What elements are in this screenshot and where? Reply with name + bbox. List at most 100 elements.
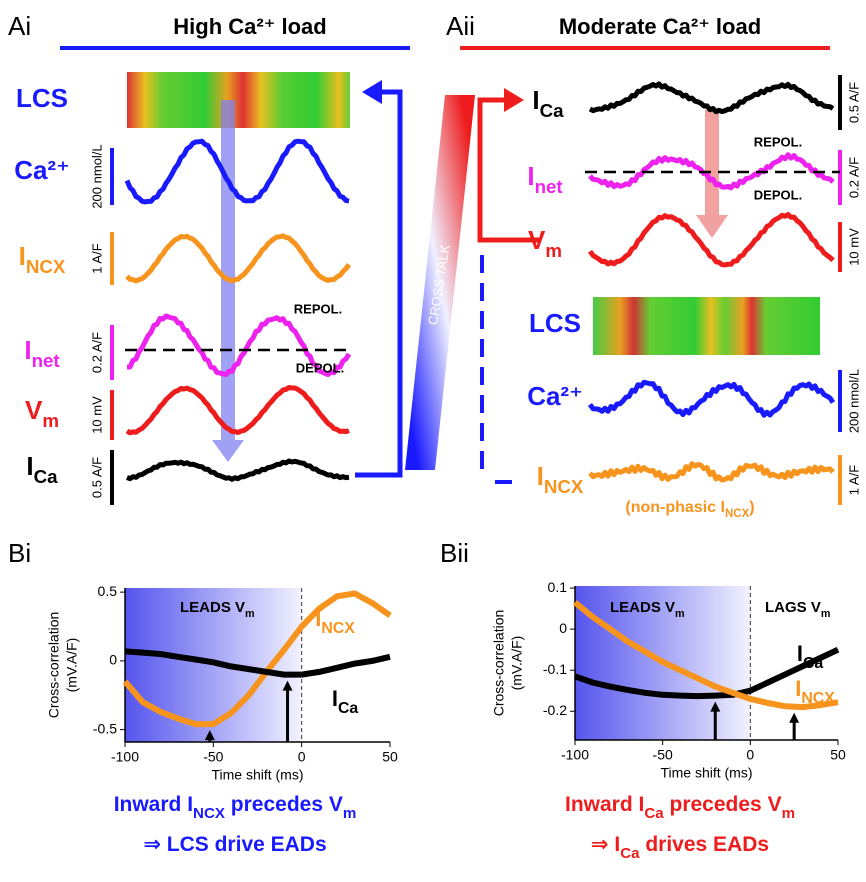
trace xyxy=(127,461,349,479)
scale-label: 10 mV xyxy=(89,396,104,434)
row-label: Vm xyxy=(528,225,562,262)
caption-part: precedes V xyxy=(664,793,782,816)
y-axis-label: (mV.A/F) xyxy=(509,636,525,691)
row-label: ICa xyxy=(532,85,564,122)
repol: REPOL. xyxy=(754,134,802,149)
y-axis-label: (mV.A/F) xyxy=(64,638,80,693)
caption-part: Ca xyxy=(644,805,664,822)
row-label-part: NCX xyxy=(544,476,584,497)
y-tick-label: 0.5 xyxy=(98,583,118,599)
row-label-part: net xyxy=(32,350,60,371)
annotation: LAGS Vm xyxy=(765,599,830,620)
caption-part: ⇒ I xyxy=(591,833,620,856)
y-tick-label: 0.1 xyxy=(548,579,568,595)
caption: Inward INCX precedes Vm xyxy=(114,793,357,822)
caption-part: drives EADs xyxy=(640,833,770,856)
x-tick-label: 0 xyxy=(298,749,306,765)
caption: ⇒ ICa drives EADs xyxy=(591,833,769,862)
row-label-part: I xyxy=(26,451,33,481)
panel-label: Bii xyxy=(440,538,469,568)
scale-label: 0.5 A/F xyxy=(846,82,861,123)
row-label: Vm xyxy=(25,395,59,432)
annotation-part: m xyxy=(821,608,831,620)
annotation-part: LEADS V xyxy=(180,599,245,616)
panel-title: Moderate Ca²⁺ load xyxy=(559,14,761,39)
scale-label: 200 nmol/L xyxy=(846,369,861,433)
row-label-part: net xyxy=(535,176,563,197)
row-label: Ca²⁺ xyxy=(14,155,70,185)
panel-label: Bi xyxy=(8,538,31,568)
x-tick-label: 0 xyxy=(746,747,754,763)
caption-part: NCX xyxy=(193,805,225,822)
series-label: ICa xyxy=(332,686,359,717)
row-label: LCS xyxy=(529,308,581,338)
row-label-part: LCS xyxy=(16,83,68,113)
caption-part: Ca xyxy=(620,845,640,862)
scale-label: 0.2 A/F xyxy=(89,332,104,373)
trace xyxy=(590,84,833,112)
row-label-part: I xyxy=(527,161,534,191)
row-label: INCX xyxy=(537,461,584,498)
row-label: Inet xyxy=(24,335,59,372)
row-label-part: I xyxy=(19,241,26,271)
row-label: ICa xyxy=(26,451,58,488)
caption-part: m xyxy=(782,805,795,822)
row-label-part: Ca xyxy=(34,466,59,487)
scale-label: 1 A/F xyxy=(846,465,861,495)
y-axis-label: Cross-correlation xyxy=(46,612,62,719)
row-label: LCS xyxy=(16,83,68,113)
series-label-part: NCX xyxy=(321,620,355,637)
series-label-part: Ca xyxy=(338,700,358,717)
annotation-part: LAGS V xyxy=(765,599,821,616)
row-label: Inet xyxy=(527,161,562,198)
caption-part: Inward I xyxy=(114,793,193,816)
caption-part: Inward I xyxy=(565,793,644,816)
y-tick-label: -0.1 xyxy=(543,661,567,677)
x-tick-label: -100 xyxy=(561,747,589,763)
note-part: ) xyxy=(749,499,754,516)
x-tick-label: -50 xyxy=(203,749,223,765)
row-label-part: LCS xyxy=(529,308,581,338)
row-label-part: I xyxy=(537,461,544,491)
x-tick-label: 50 xyxy=(830,747,846,763)
trace xyxy=(127,388,349,433)
caption: ⇒ LCS drive EADs xyxy=(143,833,326,856)
caption-part: precedes V xyxy=(225,793,343,816)
trace xyxy=(127,236,349,281)
row-label: INCX xyxy=(19,241,66,278)
series-label-part: Ca xyxy=(803,655,823,672)
series-label: INCX xyxy=(795,676,835,707)
x-axis-label: Time shift (ms) xyxy=(211,767,303,783)
marker-head xyxy=(789,713,799,723)
panel-title: High Ca²⁺ load xyxy=(173,14,326,39)
caption-part: ⇒ LCS drive EADs xyxy=(143,833,326,856)
trace xyxy=(590,464,833,480)
annotation-part: m xyxy=(245,608,255,620)
note: (non-phasic INCX) xyxy=(625,499,754,520)
row-label-part: I xyxy=(24,335,31,365)
row-label-part: m xyxy=(545,240,562,261)
row-label-part: Ca²⁺ xyxy=(14,155,70,185)
scale-label: 10 mV xyxy=(846,228,861,266)
y-tick-label: -0.5 xyxy=(93,720,117,736)
scale-label: 0.5 A/F xyxy=(89,457,104,498)
caption-part: m xyxy=(343,805,356,822)
scale-label: 200 nmol/L xyxy=(89,144,104,208)
row-label-part: NCX xyxy=(26,256,66,277)
panel-label: Aii xyxy=(446,11,475,41)
x-tick-label: 50 xyxy=(382,749,398,765)
annotation-part: m xyxy=(675,608,685,620)
note-part: NCX xyxy=(725,508,750,520)
figure: AiHigh Ca²⁺ loadLCSCa²⁺200 nmol/LINCX1 A… xyxy=(0,0,866,882)
series-label: INCX xyxy=(315,606,355,637)
y-axis-label: Cross-correlation xyxy=(491,610,507,717)
row-label-part: V xyxy=(528,225,546,255)
row-label-part: V xyxy=(25,395,43,425)
trace xyxy=(127,141,349,202)
row-label-part: I xyxy=(532,85,539,115)
trace xyxy=(590,382,833,415)
note-part: (non-phasic I xyxy=(625,499,725,516)
repol: REPOL. xyxy=(294,301,342,316)
row-label: Ca²⁺ xyxy=(527,381,583,411)
scale-label: 0.2 A/F xyxy=(846,157,861,198)
